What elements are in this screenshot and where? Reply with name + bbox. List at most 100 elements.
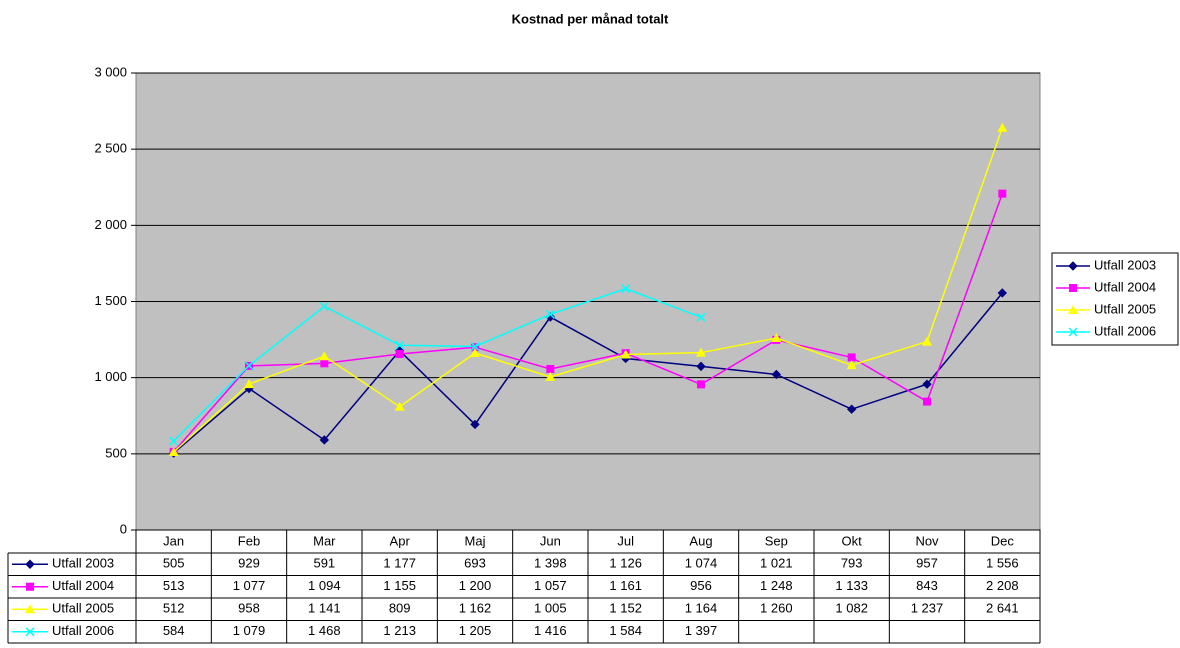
- data-point: [846, 360, 857, 370]
- table-cell: 1 237: [911, 601, 944, 616]
- y-tick-label: 3 000: [94, 64, 127, 79]
- legend-label: Utfall 2003: [1094, 257, 1156, 272]
- table-cell: 584: [163, 623, 185, 638]
- legend-marker: [1069, 284, 1077, 292]
- table-row-label: Utfall 2004: [52, 578, 114, 593]
- table-row-label: Utfall 2003: [52, 556, 114, 571]
- table-cell: 793: [841, 556, 863, 571]
- table-cell: 1 082: [835, 601, 868, 616]
- table-cell: 693: [464, 556, 486, 571]
- table-cell: 1 155: [383, 578, 416, 593]
- data-point: [697, 380, 705, 389]
- chart-title: Kostnad per månad totalt: [512, 11, 669, 26]
- data-point: [395, 340, 405, 350]
- table-cell: 1 248: [760, 578, 793, 593]
- data-point: [319, 301, 329, 311]
- legend-marker: [1068, 327, 1078, 337]
- table-cell: 1 213: [383, 623, 416, 638]
- table-row-label: Utfall 2006: [52, 623, 114, 638]
- data-point: [169, 436, 179, 446]
- table-cell: 1 205: [459, 623, 492, 638]
- x-tick-label: Dec: [991, 533, 1015, 548]
- table-cell: 1 416: [534, 623, 567, 638]
- data-point: [997, 288, 1008, 298]
- table-cell: 1 200: [459, 578, 492, 593]
- y-tick-label: 2 500: [94, 141, 127, 156]
- data-point: [244, 361, 254, 371]
- table-cell: 1 468: [308, 623, 341, 638]
- table-cell: 2 641: [986, 601, 1019, 616]
- table-cell: 1 057: [534, 578, 567, 593]
- x-tick-label: Sep: [765, 533, 788, 548]
- data-point: [696, 361, 706, 372]
- table-cell: 843: [916, 578, 938, 593]
- table-cell: 1 584: [609, 623, 642, 638]
- table-cell: 929: [238, 556, 260, 571]
- legend-label: Utfall 2005: [1094, 301, 1156, 316]
- table-cell: 1 021: [760, 556, 793, 571]
- y-tick-label: 0: [120, 521, 127, 536]
- table-row-label: Utfall 2005: [52, 601, 114, 616]
- x-tick-label: Okt: [842, 533, 863, 548]
- data-point: [847, 353, 856, 362]
- data-point: [395, 350, 404, 359]
- data-point: [546, 364, 555, 373]
- data-point: [696, 347, 706, 357]
- series-line: [173, 292, 1003, 454]
- table-cell: 1 152: [609, 601, 642, 616]
- data-point: [168, 447, 179, 457]
- table-cell: 505: [163, 556, 185, 571]
- x-tick-label: Nov: [915, 533, 939, 548]
- data-point: [696, 312, 706, 322]
- y-tick-label: 1 000: [94, 369, 127, 384]
- y-tick-label: 1 500: [94, 293, 127, 308]
- series-line: [173, 127, 1004, 453]
- data-point: [244, 379, 254, 389]
- data-point: [470, 419, 480, 430]
- table-cell: 513: [163, 578, 185, 593]
- table-cell: 1 556: [986, 556, 1019, 571]
- data-point: [997, 122, 1008, 132]
- table-cell: 809: [389, 601, 411, 616]
- table-cell: 1 094: [308, 578, 341, 593]
- table-cell: 1 079: [233, 623, 266, 638]
- data-point: [545, 309, 555, 319]
- data-point: [846, 404, 857, 414]
- table-legend-marker: [26, 582, 34, 591]
- table-legend-marker: [25, 559, 35, 569]
- x-tick-label: Aug: [689, 533, 712, 548]
- data-point: [620, 349, 631, 359]
- data-point: [470, 347, 480, 357]
- table-cell: 1 162: [459, 601, 492, 616]
- x-tick-label: Maj: [465, 533, 486, 548]
- data-point: [319, 435, 330, 445]
- legend-label: Utfall 2004: [1094, 279, 1156, 294]
- data-point: [771, 333, 782, 343]
- data-point: [470, 341, 480, 351]
- legend-label: Utfall 2006: [1094, 323, 1156, 338]
- x-tick-label: Apr: [390, 533, 411, 548]
- x-tick-label: Jan: [163, 533, 184, 548]
- x-tick-label: Feb: [238, 533, 260, 548]
- table-cell: 1 164: [685, 601, 718, 616]
- table-cell: 1 133: [835, 578, 868, 593]
- table-cell: 1 398: [534, 556, 567, 571]
- data-point: [923, 397, 931, 406]
- data-point: [545, 371, 556, 381]
- table-cell: 1 177: [383, 556, 416, 571]
- series-line: [173, 287, 702, 442]
- table-cell: 1 141: [308, 601, 341, 616]
- table-cell: 1 074: [685, 556, 718, 571]
- y-tick-label: 500: [105, 445, 127, 460]
- table-legend-marker: [25, 604, 35, 614]
- legend-marker: [1068, 261, 1078, 271]
- table-cell: 2 208: [986, 578, 1019, 593]
- table-cell: 1 126: [609, 556, 642, 571]
- data-point: [771, 369, 782, 380]
- table-cell: 958: [238, 601, 260, 616]
- data-point: [320, 359, 329, 368]
- data-point: [394, 401, 405, 411]
- table-legend-marker: [25, 627, 35, 637]
- legend-marker: [1068, 305, 1078, 314]
